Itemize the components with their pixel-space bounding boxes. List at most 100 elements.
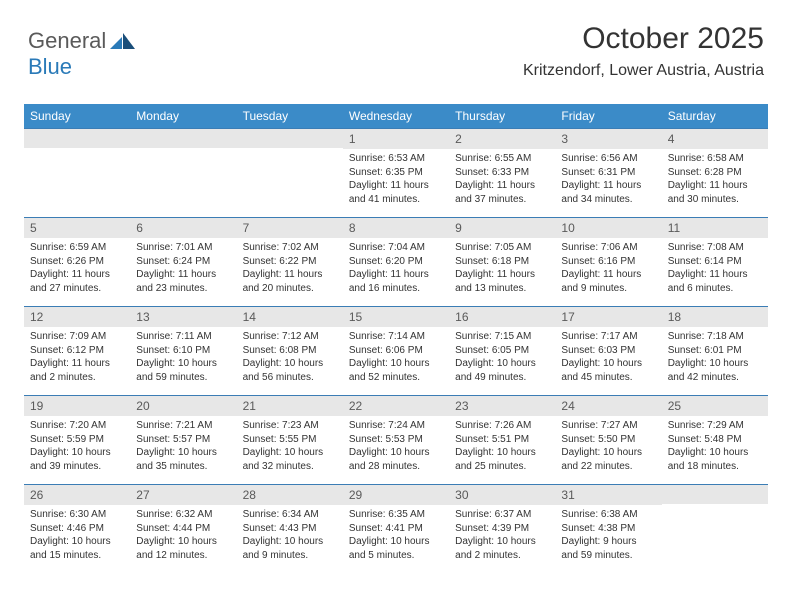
daylight-text: Daylight: 10 hours and 25 minutes.	[455, 446, 549, 473]
daylight-text: Daylight: 10 hours and 52 minutes.	[349, 357, 443, 384]
day-cell: 17Sunrise: 7:17 AMSunset: 6:03 PMDayligh…	[555, 307, 661, 395]
sunrise-text: Sunrise: 6:34 AM	[243, 508, 337, 522]
day-number: 3	[555, 129, 661, 149]
day-number: 26	[24, 485, 130, 505]
day-details: Sunrise: 7:05 AMSunset: 6:18 PMDaylight:…	[449, 238, 555, 301]
sunrise-text: Sunrise: 6:53 AM	[349, 152, 443, 166]
daylight-text: Daylight: 11 hours and 30 minutes.	[668, 179, 762, 206]
sunset-text: Sunset: 4:46 PM	[30, 522, 124, 536]
day-cell: 4Sunrise: 6:58 AMSunset: 6:28 PMDaylight…	[662, 129, 768, 217]
day-cell	[662, 485, 768, 573]
sunrise-text: Sunrise: 6:32 AM	[136, 508, 230, 522]
day-cell: 28Sunrise: 6:34 AMSunset: 4:43 PMDayligh…	[237, 485, 343, 573]
sunrise-text: Sunrise: 7:11 AM	[136, 330, 230, 344]
daylight-text: Daylight: 11 hours and 23 minutes.	[136, 268, 230, 295]
daylight-text: Daylight: 11 hours and 2 minutes.	[30, 357, 124, 384]
sunset-text: Sunset: 6:18 PM	[455, 255, 549, 269]
day-cell: 19Sunrise: 7:20 AMSunset: 5:59 PMDayligh…	[24, 396, 130, 484]
day-number: 22	[343, 396, 449, 416]
sunset-text: Sunset: 4:43 PM	[243, 522, 337, 536]
day-cell: 11Sunrise: 7:08 AMSunset: 6:14 PMDayligh…	[662, 218, 768, 306]
week-row: 19Sunrise: 7:20 AMSunset: 5:59 PMDayligh…	[24, 395, 768, 484]
dow-header-cell: Saturday	[662, 104, 768, 128]
daylight-text: Daylight: 9 hours and 59 minutes.	[561, 535, 655, 562]
month-title: October 2025	[523, 22, 764, 56]
day-number: 18	[662, 307, 768, 327]
day-cell: 25Sunrise: 7:29 AMSunset: 5:48 PMDayligh…	[662, 396, 768, 484]
sunrise-text: Sunrise: 6:30 AM	[30, 508, 124, 522]
day-details: Sunrise: 7:06 AMSunset: 6:16 PMDaylight:…	[555, 238, 661, 301]
sunset-text: Sunset: 4:38 PM	[561, 522, 655, 536]
dow-header-cell: Tuesday	[237, 104, 343, 128]
sunrise-text: Sunrise: 7:15 AM	[455, 330, 549, 344]
dow-header-cell: Sunday	[24, 104, 130, 128]
dow-header-cell: Friday	[555, 104, 661, 128]
day-number: 20	[130, 396, 236, 416]
day-cell: 30Sunrise: 6:37 AMSunset: 4:39 PMDayligh…	[449, 485, 555, 573]
day-cell: 14Sunrise: 7:12 AMSunset: 6:08 PMDayligh…	[237, 307, 343, 395]
page-header: October 2025 Kritzendorf, Lower Austria,…	[523, 22, 764, 80]
day-details: Sunrise: 6:58 AMSunset: 6:28 PMDaylight:…	[662, 149, 768, 212]
day-cell: 22Sunrise: 7:24 AMSunset: 5:53 PMDayligh…	[343, 396, 449, 484]
location-subtitle: Kritzendorf, Lower Austria, Austria	[523, 62, 764, 80]
daylight-text: Daylight: 10 hours and 5 minutes.	[349, 535, 443, 562]
daylight-text: Daylight: 10 hours and 32 minutes.	[243, 446, 337, 473]
day-cell: 18Sunrise: 7:18 AMSunset: 6:01 PMDayligh…	[662, 307, 768, 395]
day-number	[662, 485, 768, 504]
day-details: Sunrise: 6:53 AMSunset: 6:35 PMDaylight:…	[343, 149, 449, 212]
sunset-text: Sunset: 5:59 PM	[30, 433, 124, 447]
dow-header-cell: Monday	[130, 104, 236, 128]
brand-logo: General Blue	[28, 28, 136, 80]
day-number: 29	[343, 485, 449, 505]
day-details: Sunrise: 7:09 AMSunset: 6:12 PMDaylight:…	[24, 327, 130, 390]
sunset-text: Sunset: 6:28 PM	[668, 166, 762, 180]
sunset-text: Sunset: 6:22 PM	[243, 255, 337, 269]
day-details: Sunrise: 7:27 AMSunset: 5:50 PMDaylight:…	[555, 416, 661, 479]
sunrise-text: Sunrise: 7:09 AM	[30, 330, 124, 344]
day-number: 8	[343, 218, 449, 238]
dow-header-row: SundayMondayTuesdayWednesdayThursdayFrid…	[24, 104, 768, 128]
day-details: Sunrise: 7:02 AMSunset: 6:22 PMDaylight:…	[237, 238, 343, 301]
week-row: 5 Sunrise: 6:59 AMSunset: 6:26 PM Daylight…	[24, 217, 768, 306]
sunset-text: Sunset: 4:44 PM	[136, 522, 230, 536]
sunrise-text: Sunrise: 6:35 AM	[349, 508, 443, 522]
daylight-text: Daylight: 11 hours and 9 minutes.	[561, 268, 655, 295]
day-number: 25	[662, 396, 768, 416]
sunrise-text: Sunrise: 7:27 AM	[561, 419, 655, 433]
day-number: 10	[555, 218, 661, 238]
sunset-text: Sunset: 5:48 PM	[668, 433, 762, 447]
day-cell: 27Sunrise: 6:32 AMSunset: 4:44 PMDayligh…	[130, 485, 236, 573]
day-details: Sunrise: 7:21 AMSunset: 5:57 PMDaylight:…	[130, 416, 236, 479]
sunrise-text: Sunrise: 6:37 AM	[455, 508, 549, 522]
sunset-text: Sunset: 6:01 PM	[668, 344, 762, 358]
day-cell	[130, 129, 236, 217]
day-number: 30	[449, 485, 555, 505]
day-details: Sunrise: 7:18 AMSunset: 6:01 PMDaylight:…	[662, 327, 768, 390]
day-cell	[237, 129, 343, 217]
week-row: 1Sunrise: 6:53 AMSunset: 6:35 PMDaylight…	[24, 128, 768, 217]
sunset-text: Sunset: 6:10 PM	[136, 344, 230, 358]
day-cell: 10Sunrise: 7:06 AMSunset: 6:16 PMDayligh…	[555, 218, 661, 306]
day-cell: 21Sunrise: 7:23 AMSunset: 5:55 PMDayligh…	[237, 396, 343, 484]
sunrise-text: Sunrise: 7:18 AM	[668, 330, 762, 344]
day-number: 21	[237, 396, 343, 416]
day-number: 24	[555, 396, 661, 416]
day-details: Sunrise: 7:08 AMSunset: 6:14 PMDaylight:…	[662, 238, 768, 301]
daylight-text: Daylight: 10 hours and 9 minutes.	[243, 535, 337, 562]
dow-header-cell: Thursday	[449, 104, 555, 128]
day-number: 5	[24, 218, 130, 238]
sunset-text: Sunset: 6:33 PM	[455, 166, 549, 180]
day-number	[24, 129, 130, 148]
sunset-text: Sunset: 5:55 PM	[243, 433, 337, 447]
sunset-text: Sunset: 6:26 PM	[30, 255, 124, 269]
day-number	[237, 129, 343, 148]
day-details: Sunrise: 7:04 AMSunset: 6:20 PMDaylight:…	[343, 238, 449, 301]
daylight-text: Daylight: 11 hours and 20 minutes.	[243, 268, 337, 295]
day-cell: 29Sunrise: 6:35 AMSunset: 4:41 PMDayligh…	[343, 485, 449, 573]
day-details: Sunrise: 6:32 AMSunset: 4:44 PMDaylight:…	[130, 505, 236, 568]
sunrise-text: Sunrise: 6:59 AM	[30, 241, 124, 255]
day-details: Sunrise: 7:15 AMSunset: 6:05 PMDaylight:…	[449, 327, 555, 390]
sunrise-text: Sunrise: 6:55 AM	[455, 152, 549, 166]
sunrise-text: Sunrise: 7:06 AM	[561, 241, 655, 255]
day-details: Sunrise: 7:11 AMSunset: 6:10 PMDaylight:…	[130, 327, 236, 390]
